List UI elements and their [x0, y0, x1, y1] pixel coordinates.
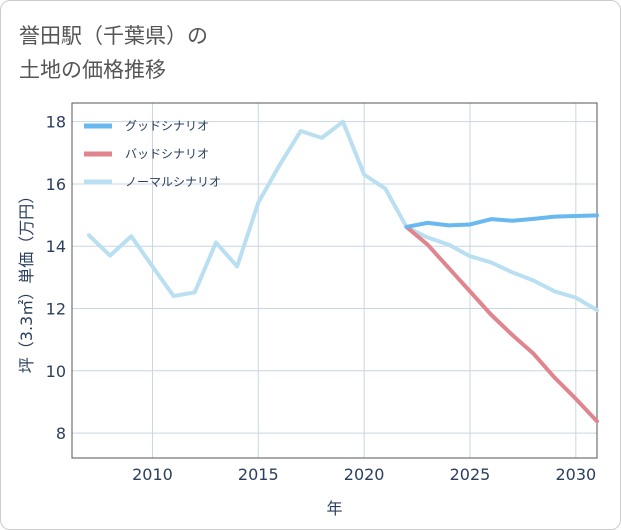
- y-tick-label: 16: [46, 175, 66, 194]
- y-tick-label: 18: [46, 113, 66, 132]
- grid-lines: [72, 103, 597, 458]
- x-tick-label: 2030: [555, 465, 596, 484]
- x-axis-label: 年: [326, 499, 342, 518]
- chart-title: 誉田駅（千葉県）の 土地の価格推移: [19, 19, 208, 87]
- series-line-2: [86, 119, 599, 313]
- title-line-2: 土地の価格推移: [19, 58, 166, 82]
- title-line-1: 誉田駅（千葉県）の: [19, 24, 208, 48]
- legend-label: グッドシナリオ: [125, 119, 209, 133]
- y-tick-label: 14: [46, 237, 66, 256]
- legend-label: ノーマルシナリオ: [125, 175, 221, 189]
- y-tick-label: 12: [46, 300, 66, 319]
- y-tick-label: 10: [46, 362, 66, 381]
- tick-labels: 2010 2015 2020 2025 2030 8 10 12 14 16 18: [46, 113, 597, 484]
- series-line-0: [404, 213, 599, 229]
- y-tick-label: 8: [56, 424, 66, 443]
- series-layer: [86, 119, 599, 424]
- series-line-1: [404, 224, 599, 424]
- x-tick-label: 2020: [344, 465, 385, 484]
- legend-label: バッドシナリオ: [125, 147, 209, 161]
- x-tick-label: 2015: [238, 465, 279, 484]
- x-tick-label: 2025: [450, 465, 491, 484]
- x-tick-label: 2010: [132, 465, 173, 484]
- y-axis-label: 坪（3.3㎡）単価（万円）: [17, 188, 36, 373]
- plot-frame: [71, 102, 598, 459]
